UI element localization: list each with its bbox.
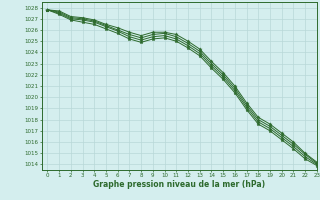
X-axis label: Graphe pression niveau de la mer (hPa): Graphe pression niveau de la mer (hPa) bbox=[93, 180, 265, 189]
